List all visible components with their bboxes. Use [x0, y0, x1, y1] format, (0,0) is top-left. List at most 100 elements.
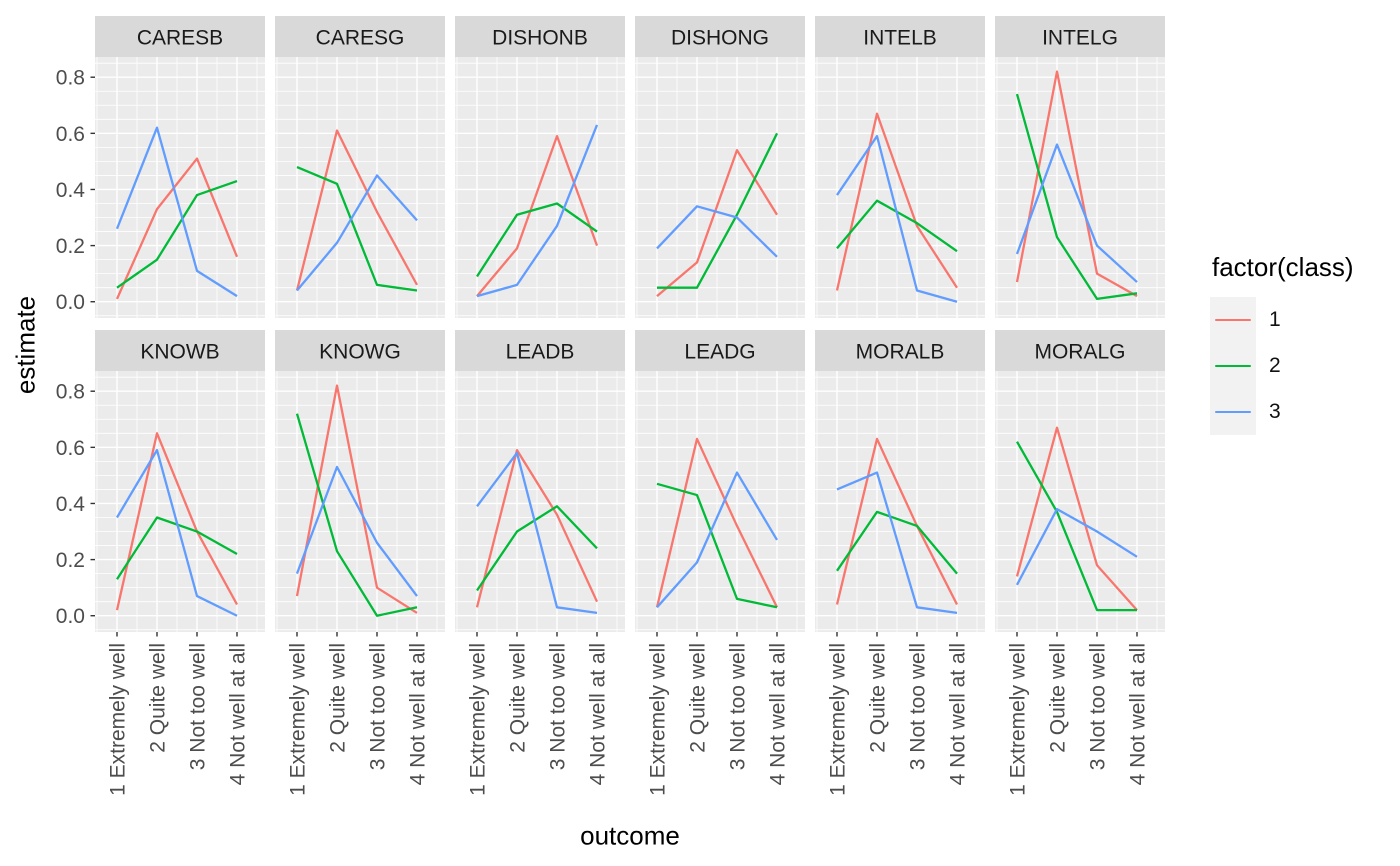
legend-line-swatch-1 — [1215, 318, 1251, 322]
x-tick-label: 4 Not well at all — [407, 643, 430, 785]
grid-major — [275, 57, 445, 318]
facet-strip-label: INTELB — [863, 27, 937, 50]
grid-major — [815, 371, 985, 632]
facet-strip — [995, 16, 1165, 57]
line-class-2-INTELG — [1015, 93, 1138, 301]
facet-LEADG: LEADG 1 Extremely well 2 Quite well 3 Not t… — [635, 330, 805, 796]
line-class-3-INTELG — [1015, 143, 1138, 283]
facet-strip — [455, 330, 625, 371]
line-class-2-CARESG — [296, 165, 418, 292]
line-class-1-LEADB — [475, 448, 599, 608]
line-class-2-MORALG — [1016, 441, 1137, 612]
x-tick-label: 2 Quite well — [687, 643, 710, 753]
legend-key-box — [1210, 389, 1256, 435]
facet-strip-label: CARESG — [316, 27, 405, 50]
y-tick-label: 0.4 — [56, 179, 86, 202]
line-class-2-DISHONG — [657, 132, 779, 289]
line-class-1-MORALG — [1015, 426, 1138, 611]
x-tick-label: 3 Not too well — [1087, 643, 1110, 770]
facet-DISHONG: DISHONG — [635, 16, 805, 318]
grid-major — [95, 57, 265, 318]
facet-strip — [815, 330, 985, 371]
legend-line-swatch-2 — [1215, 364, 1251, 368]
x-tick-label: 4 Not well at all — [1127, 643, 1150, 785]
x-tick-label: 4 Not well at all — [947, 643, 970, 785]
line-class-3-KNOWB — [116, 448, 238, 617]
line-class-3-DISHONB — [476, 124, 599, 298]
x-tick-label: 3 Not too well — [727, 643, 750, 770]
legend-line-swatch-3 — [1215, 410, 1251, 414]
facet-strip — [815, 16, 985, 57]
x-tick-label: 1 Extremely well — [647, 643, 670, 796]
facet-KNOWG: KNOWG 1 Extremely well 2 Quite well 3 Not t… — [275, 330, 445, 796]
grid-major — [635, 57, 805, 318]
facet-strip-label: DISHONB — [492, 27, 588, 50]
x-tick-label: 4 Not well at all — [587, 643, 610, 785]
y-tick-label: 0.6 — [56, 123, 85, 146]
x-tick-label: 3 Not too well — [907, 643, 930, 770]
x-tick-label: 1 Extremely well — [467, 643, 490, 796]
legend-key-box — [1210, 297, 1256, 343]
legend-key-class-1: 1 — [1210, 297, 1354, 343]
y-tick-label: 0.2 — [56, 235, 85, 258]
line-class-2-CARESB — [116, 179, 238, 289]
x-tick-label: 4 Not well at all — [767, 643, 790, 785]
facet-strip — [635, 330, 805, 371]
facet-strip — [95, 330, 265, 371]
x-tick-label: 2 Quite well — [147, 643, 170, 753]
facet-strip-label: KNOWB — [140, 341, 219, 364]
line-class-2-DISHONB — [476, 202, 598, 278]
line-class-2-LEADG — [656, 482, 778, 609]
y-tick-label: 0.2 — [56, 549, 85, 572]
grid-major — [995, 57, 1165, 318]
y-tick-label: 0.6 — [56, 437, 85, 460]
legend-key-label: 2 — [1269, 354, 1281, 377]
y-tick-label: 0.0 — [56, 291, 85, 314]
y-axis-title: estimate — [10, 295, 41, 395]
x-tick-label: 4 Not well at all — [227, 643, 250, 785]
line-class-1-KNOWB — [115, 432, 239, 611]
facet-strip-label: LEADB — [506, 341, 575, 364]
facet-CARESG: CARESG — [275, 16, 445, 318]
line-class-3-MORALG — [1015, 507, 1138, 586]
facet-strip-label: DISHONG — [671, 27, 769, 50]
grid-major — [635, 371, 805, 632]
facet-MORALB: MORALB 1 Extremely well 2 Quite well 3 Not … — [815, 330, 985, 796]
x-tick-label: 3 Not too well — [547, 643, 570, 770]
grid-major — [95, 371, 265, 632]
line-class-1-LEADG — [655, 437, 779, 608]
x-tick-label: 1 Extremely well — [827, 643, 850, 796]
line-class-3-CARESB — [115, 126, 238, 298]
facet-strip-label: LEADG — [684, 341, 755, 364]
facet-MORALG: MORALG 1 Extremely well 2 Quite well 3 Not … — [995, 330, 1165, 796]
y-tick-label: 0.0 — [56, 605, 85, 628]
facet-strip-label: MORALB — [856, 341, 945, 364]
facet-strip — [995, 330, 1165, 371]
line-class-3-CARESG — [296, 174, 418, 292]
facet-strip — [635, 16, 805, 57]
grid-major — [815, 57, 985, 318]
line-class-3-INTELB — [836, 134, 958, 303]
line-class-3-MORALB — [836, 471, 958, 615]
x-tick-label: 2 Quite well — [327, 643, 350, 753]
facet-strip — [455, 16, 625, 57]
y-tick-label: 0.8 — [56, 381, 85, 404]
y-tick-label: 0.4 — [56, 493, 86, 516]
legend-keys: 1 2 3 — [1210, 297, 1354, 435]
x-tick-label: 2 Quite well — [1047, 643, 1070, 753]
x-tick-label: 2 Quite well — [867, 643, 890, 753]
panel-background — [95, 57, 265, 318]
line-class-3-KNOWG — [295, 465, 418, 597]
facet-strip — [275, 16, 445, 57]
facet-INTELG: INTELG — [995, 16, 1165, 318]
line-class-2-MORALB — [836, 510, 958, 575]
line-class-1-KNOWG — [295, 384, 418, 614]
panel-background — [995, 371, 1165, 632]
x-axis-title: outcome — [580, 820, 680, 851]
facet-strip-label: INTELG — [1042, 27, 1118, 50]
line-class-1-DISHONG — [656, 149, 778, 297]
facet-KNOWB: KNOWB 0.0 0.2 0.4 0.6 0.8 1 Extremely well 2 Qu… — [56, 330, 265, 796]
legend-key-box — [1210, 343, 1256, 389]
legend-key-label: 1 — [1269, 308, 1281, 331]
